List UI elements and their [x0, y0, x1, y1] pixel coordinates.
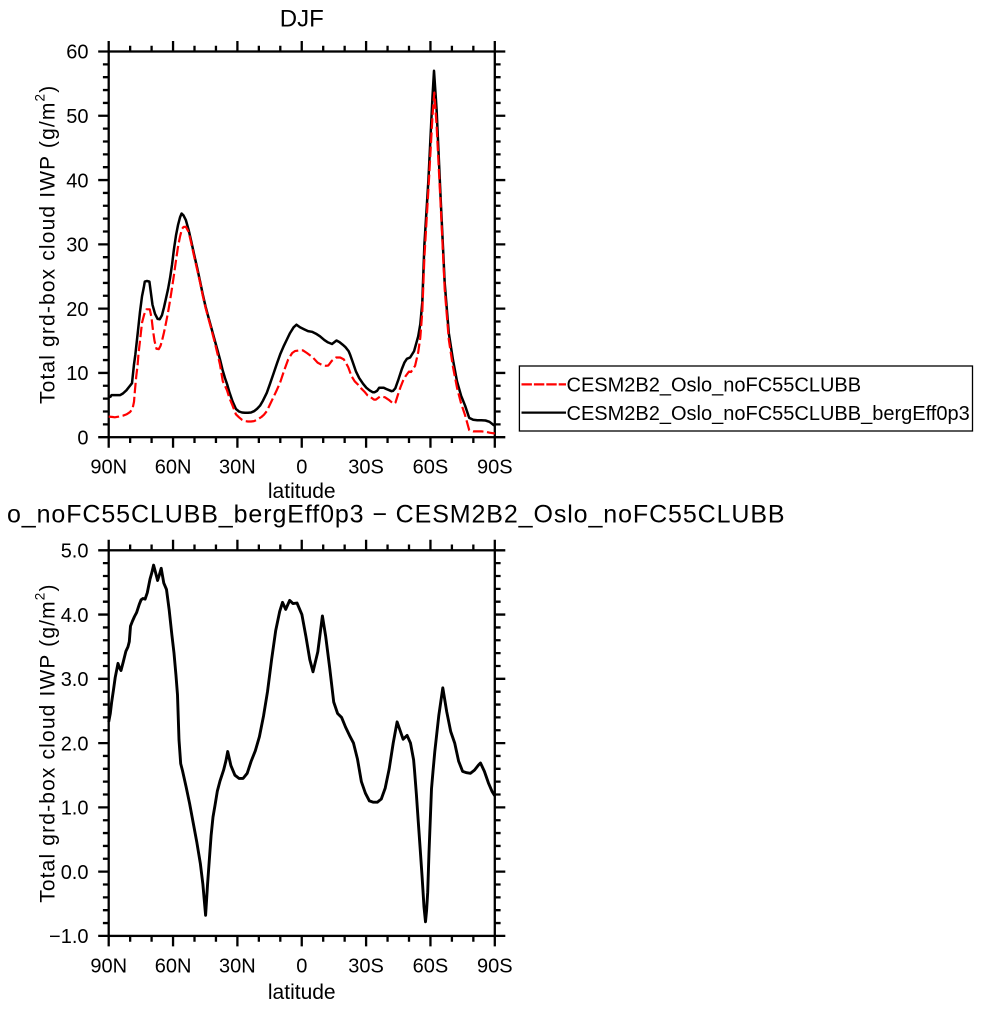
svg-text:CESM2B2_Oslo_noFC55CLUBB_bergE: CESM2B2_Oslo_noFC55CLUBB_bergEff0p3: [567, 403, 970, 425]
svg-text:30: 30: [66, 235, 88, 257]
svg-text:30N: 30N: [219, 956, 256, 978]
svg-text:40: 40: [66, 170, 88, 192]
svg-text:DJF: DJF: [280, 6, 324, 33]
svg-text:30S: 30S: [348, 456, 384, 478]
svg-text:1.0: 1.0: [61, 798, 89, 820]
svg-text:50: 50: [66, 106, 88, 128]
svg-text:latitude: latitude: [268, 981, 336, 1004]
svg-text:20: 20: [66, 299, 88, 321]
svg-text:0: 0: [77, 427, 88, 449]
svg-text:30S: 30S: [348, 956, 384, 978]
svg-text:4.0: 4.0: [61, 605, 89, 627]
svg-text:90S: 90S: [477, 956, 513, 978]
svg-text:2.0: 2.0: [61, 733, 89, 755]
svg-text:Total grd-box cloud IWP (g/m2): Total grd-box cloud IWP (g/m2): [32, 85, 59, 404]
svg-text:−1.0: −1.0: [49, 926, 88, 948]
svg-text:Total grd-box cloud IWP (g/m2): Total grd-box cloud IWP (g/m2): [32, 583, 59, 902]
svg-text:90N: 90N: [90, 456, 127, 478]
svg-text:60: 60: [66, 42, 88, 64]
svg-text:0: 0: [296, 456, 307, 478]
svg-text:CESM2B2_Oslo_noFC55CLUBB: CESM2B2_Oslo_noFC55CLUBB: [567, 375, 862, 397]
svg-text:3.0: 3.0: [61, 669, 89, 691]
svg-text:60N: 60N: [155, 956, 192, 978]
svg-text:0: 0: [296, 956, 307, 978]
svg-text:5.0: 5.0: [61, 541, 89, 563]
svg-text:0.0: 0.0: [61, 862, 89, 884]
svg-text:60S: 60S: [413, 956, 449, 978]
svg-text:latitude: latitude: [268, 480, 336, 503]
svg-text:10: 10: [66, 363, 88, 385]
svg-text:30N: 30N: [219, 456, 256, 478]
svg-text:90N: 90N: [90, 956, 127, 978]
svg-text:60S: 60S: [413, 456, 449, 478]
svg-text:o_noFC55CLUBB_bergEff0p3 − CES: o_noFC55CLUBB_bergEff0p3 − CESM2B2_Oslo_…: [7, 501, 786, 529]
svg-text:90S: 90S: [477, 456, 513, 478]
svg-text:60N: 60N: [155, 456, 192, 478]
